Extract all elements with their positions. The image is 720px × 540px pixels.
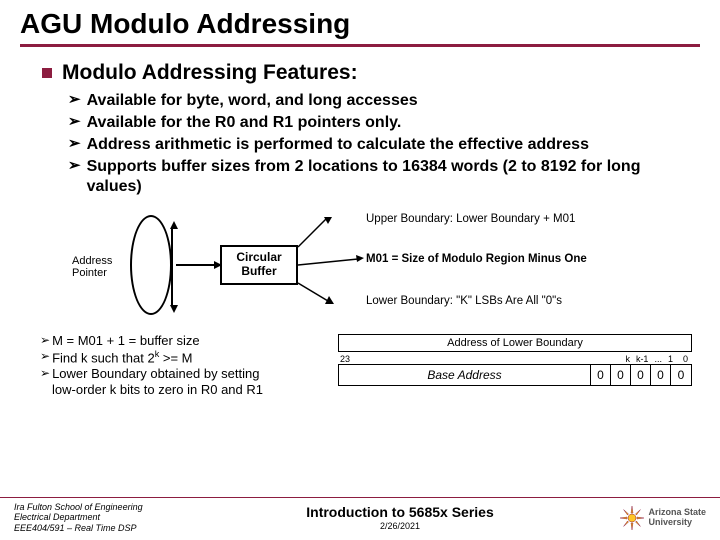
bit-labels-row: 23 k k-1 ... 1 0 <box>338 354 692 364</box>
circular-buffer-diagram: Address Pointer Circular Buffer Upper Bo… <box>72 209 678 327</box>
zero-cell: 0 <box>651 365 671 385</box>
boundary-arrows-icon <box>298 209 368 319</box>
section-heading: Modulo Addressing Features: <box>62 61 358 85</box>
zero-cell: 0 <box>671 365 691 385</box>
footer-date: 2/26/2021 <box>224 521 576 531</box>
slide-title-bar: AGU Modulo Addressing <box>0 0 720 42</box>
arrow-bullet-icon: ➢ <box>40 366 50 380</box>
asu-line2: University <box>648 518 706 528</box>
bit-label: k-1 <box>636 354 649 364</box>
formula-text: M = M01 + 1 = buffer size <box>52 333 200 348</box>
formula-column: ➢ M = M01 + 1 = buffer size ➢ Find k suc… <box>40 333 330 398</box>
arrow-bullet-icon: ➢ <box>68 135 81 154</box>
formula-post: >= M <box>159 350 192 365</box>
circular-buffer-box: Circular Buffer <box>220 245 298 285</box>
bit-label: 23 <box>340 354 350 364</box>
m01-label: M01 = Size of Modulo Region Minus One <box>366 253 587 265</box>
lower-section: ➢ M = M01 + 1 = buffer size ➢ Find k suc… <box>40 333 692 398</box>
arrow-right-icon <box>176 257 222 273</box>
formula-row: ➢ Find k such that 2k >= M <box>40 349 330 365</box>
formula-row: ➢ M = M01 + 1 = buffer size <box>40 333 330 348</box>
formula-row: ➢ Lower Boundary obtained by setting <box>40 366 330 381</box>
section-heading-row: Modulo Addressing Features: <box>42 61 678 85</box>
asu-text: Arizona State University <box>648 508 706 528</box>
slide-footer: Ira Fulton School of Engineering Electri… <box>0 497 720 540</box>
arrow-bullet-icon: ➢ <box>40 349 50 363</box>
lower-boundary-label: Lower Boundary: "K" LSBs Are All "0"s <box>366 295 562 307</box>
bit-label: 0 <box>683 354 688 364</box>
formula-text: Lower Boundary obtained by setting <box>52 366 259 381</box>
zero-cell: 0 <box>611 365 631 385</box>
formula-row: low-order k bits to zero in R0 and R1 <box>52 382 330 397</box>
pointer-ellipse-icon <box>130 215 172 315</box>
bullet-item: ➢ Supports buffer sizes from 2 locations… <box>68 157 678 197</box>
formula-pre: Find k such that 2 <box>52 350 155 365</box>
bullet-list: ➢ Available for byte, word, and long acc… <box>68 91 678 197</box>
slide-title: AGU Modulo Addressing <box>20 8 700 40</box>
bullet-item: ➢ Available for the R0 and R1 pointers o… <box>68 113 678 133</box>
arrow-bullet-icon: ➢ <box>68 157 81 176</box>
bit-label: 1 <box>668 354 673 364</box>
square-bullet-icon <box>42 68 52 78</box>
bit-label: ... <box>654 354 662 364</box>
address-diagram: Address of Lower Boundary 23 k k-1 ... 1… <box>338 333 692 386</box>
footer-line: Electrical Department <box>14 512 224 523</box>
formula-text: Find k such that 2k >= M <box>52 349 192 365</box>
asu-logo: Arizona State University <box>620 506 706 530</box>
bullet-text: Available for byte, word, and long acces… <box>87 91 418 111</box>
formula-text: low-order k bits to zero in R0 and R1 <box>52 382 263 397</box>
footer-line: Ira Fulton School of Engineering <box>14 502 224 513</box>
zero-cell: 0 <box>591 365 611 385</box>
bullet-item: ➢ Available for byte, word, and long acc… <box>68 91 678 111</box>
bullet-text: Address arithmetic is performed to calcu… <box>87 135 589 155</box>
base-address-cell: Base Address <box>339 365 591 385</box>
footer-right: Arizona State University <box>576 506 706 530</box>
address-diagram-title: Address of Lower Boundary <box>338 334 692 352</box>
address-box-row: Base Address 0 0 0 0 0 <box>338 364 692 386</box>
arrow-bullet-icon: ➢ <box>40 333 50 347</box>
upper-boundary-label: Upper Boundary: Lower Boundary + M01 <box>366 213 575 225</box>
arrow-bullet-icon: ➢ <box>68 91 81 110</box>
bullet-item: ➢ Address arithmetic is performed to cal… <box>68 135 678 155</box>
asu-sunburst-icon <box>620 506 644 530</box>
address-pointer-label: Address Pointer <box>72 255 112 279</box>
footer-title: Introduction to 5685x Series <box>224 504 576 520</box>
arrow-bullet-icon: ➢ <box>68 113 81 132</box>
bit-label: k <box>625 354 630 364</box>
footer-center: Introduction to 5685x Series 2/26/2021 <box>224 504 576 531</box>
bullet-text: Supports buffer sizes from 2 locations t… <box>87 157 678 197</box>
slide-content: Modulo Addressing Features: ➢ Available … <box>0 47 720 327</box>
footer-line: EEE404/591 – Real Time DSP <box>14 523 224 534</box>
zero-cell: 0 <box>631 365 651 385</box>
bullet-text: Available for the R0 and R1 pointers onl… <box>87 113 402 133</box>
footer-left: Ira Fulton School of Engineering Electri… <box>14 502 224 534</box>
